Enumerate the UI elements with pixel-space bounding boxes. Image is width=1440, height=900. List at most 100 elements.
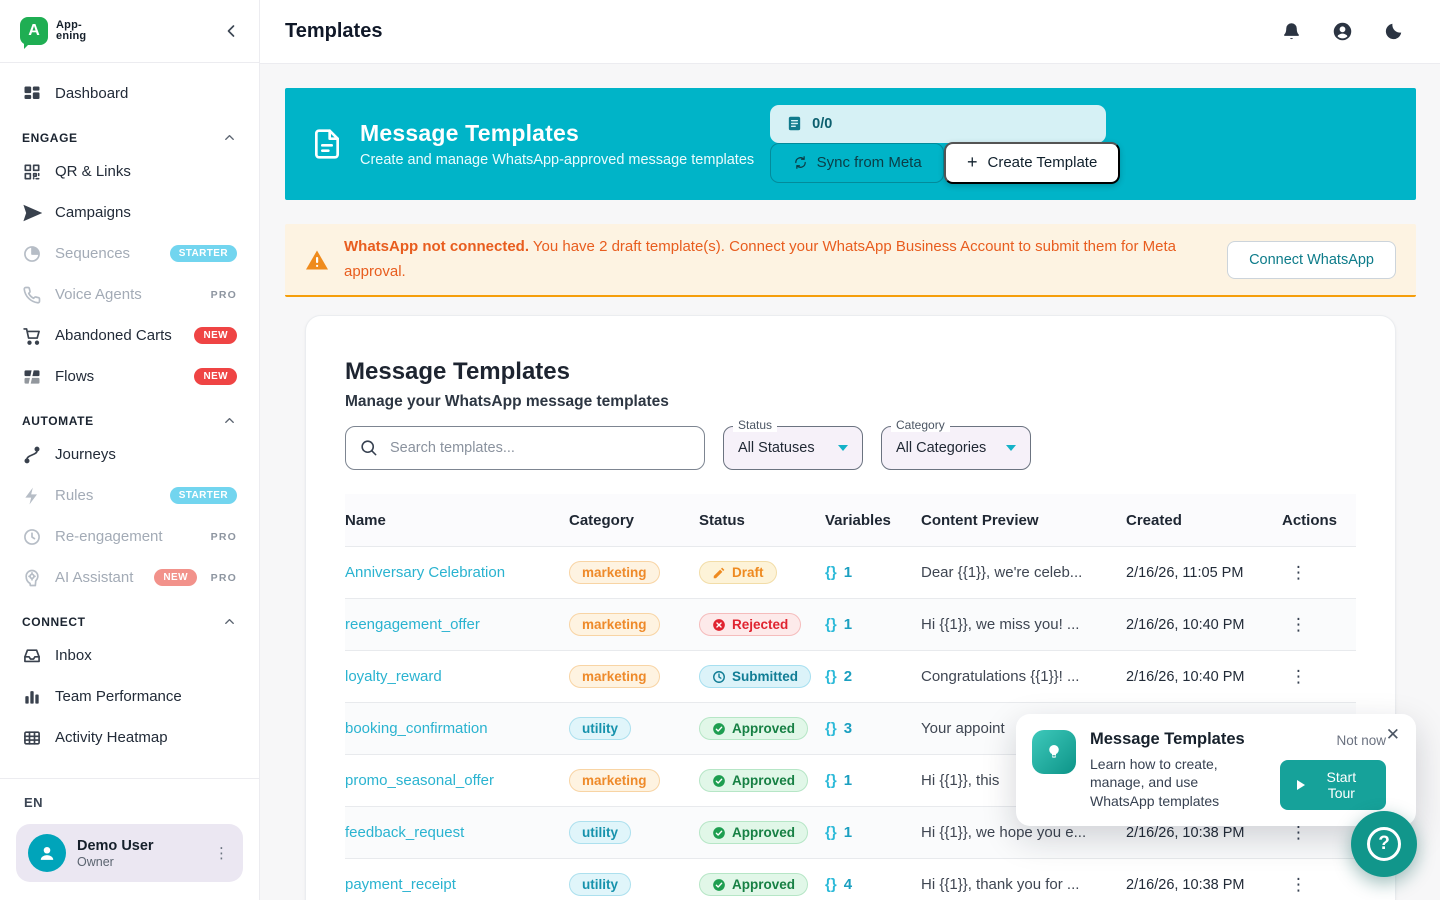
braces-icon: {}	[825, 772, 837, 789]
sidebar-item-journeys[interactable]: Journeys	[14, 434, 245, 475]
row-actions-button[interactable]: ⋮	[1290, 822, 1308, 842]
status-filter-label: Status	[733, 418, 778, 432]
column-header-content-preview: Content Preview	[921, 511, 1039, 529]
cart-icon	[22, 326, 42, 346]
user-menu-button[interactable]: ⋮	[214, 845, 231, 862]
refresh-icon	[793, 155, 808, 170]
warning-banner: WhatsApp not connected. You have 2 draft…	[285, 224, 1416, 297]
user-card[interactable]: Demo User Owner ⋮	[16, 824, 243, 882]
braces-icon: {}	[825, 668, 837, 685]
ai-head-icon	[22, 568, 42, 588]
hero-subtitle: Create and manage WhatsApp-approved mess…	[360, 152, 755, 168]
sidebar-item-campaigns[interactable]: Campaigns	[14, 192, 245, 233]
sidebar-item-ai-assistant[interactable]: AI Assistant NEW PRO	[14, 557, 245, 598]
table-row: promo_seasonal_offer marketing Approved …	[345, 754, 1356, 806]
bolt-icon	[22, 486, 42, 506]
table-row: feedback_request utility Approved {} 1 Hi…	[345, 806, 1356, 858]
template-name-link[interactable]: booking_confirmation	[345, 720, 488, 737]
templates-panel: Message Templates Manage your WhatsApp m…	[305, 315, 1396, 900]
close-icon[interactable]: ✕	[1385, 725, 1400, 744]
help-button[interactable]: ?	[1351, 811, 1417, 877]
bell-icon[interactable]	[1281, 21, 1302, 42]
sidebar-item-team-performance[interactable]: Team Performance	[14, 676, 245, 717]
row-actions-button[interactable]: ⋮	[1290, 562, 1308, 582]
sidebar-item-abandoned-carts[interactable]: Abandoned Carts NEW	[14, 315, 245, 356]
column-header-variables: Variables	[825, 511, 891, 529]
category-badge: utility	[569, 821, 631, 844]
sidebar-section-engage[interactable]: ENGAGE	[22, 130, 237, 145]
template-name-link[interactable]: loyalty_reward	[345, 668, 442, 685]
lightbulb-icon	[1032, 730, 1076, 774]
created-date: 2/16/26, 10:40 PM	[1126, 668, 1245, 685]
sidebar-item-qr-links[interactable]: QR & Links	[14, 151, 245, 192]
warning-text: You have 2 draft template(s). Connect yo…	[344, 238, 1176, 280]
not-now-button[interactable]: Not now	[1336, 733, 1386, 748]
sync-from-meta-button[interactable]: Sync from Meta	[770, 142, 945, 183]
section-label: ENGAGE	[22, 130, 78, 145]
column-header-status: Status	[699, 511, 745, 529]
doc-badge-icon	[786, 115, 803, 132]
column-header-category: Category	[569, 511, 635, 529]
content: Message Templates Create and manage What…	[260, 64, 1440, 900]
sidebar-collapse-button[interactable]	[221, 21, 241, 41]
status-badge: Submitted	[699, 665, 811, 688]
check-circle-icon	[712, 774, 726, 788]
category-badge: utility	[569, 873, 631, 896]
table-row: reengagement_offer marketing Rejected {}…	[345, 598, 1356, 650]
template-name-link[interactable]: Anniversary Celebration	[345, 564, 506, 581]
sidebar-item-dashboard[interactable]: Dashboard	[14, 73, 245, 114]
template-name-link[interactable]: payment_receipt	[345, 876, 456, 893]
content-preview: Hi {{1}}, we miss you! ...	[921, 616, 1080, 633]
section-items: Journeys Rules STARTER Re-engagement PRO…	[14, 434, 245, 598]
table-header-row: Name Category Status Variables Content Previ…	[345, 494, 1356, 546]
content-preview: Your appoint	[921, 720, 1005, 737]
chevron-down-icon	[838, 445, 848, 451]
connect-whatsapp-button[interactable]: Connect WhatsApp	[1227, 240, 1396, 279]
templates-table: Name Category Status Variables Content Previ…	[345, 494, 1356, 900]
column-header-name: Name	[345, 511, 386, 529]
category-filter-label: Category	[891, 418, 950, 432]
category-filter-select[interactable]: Category All Categories	[881, 418, 1031, 470]
sidebar-item-inbox[interactable]: Inbox	[14, 635, 245, 676]
status-filter-select[interactable]: Status All Statuses	[723, 418, 863, 470]
sidebar-item-re-engagement[interactable]: Re-engagement PRO	[14, 516, 245, 557]
status-badge: Rejected	[699, 613, 802, 636]
column-header-created: Created	[1126, 511, 1182, 529]
template-name-link[interactable]: feedback_request	[345, 824, 465, 841]
start-tour-button[interactable]: Start Tour	[1279, 760, 1386, 810]
chevron-up-icon	[222, 130, 237, 145]
row-actions-button[interactable]: ⋮	[1290, 874, 1308, 894]
sidebar-item-flows[interactable]: Flows NEW	[14, 356, 245, 397]
category-badge: marketing	[569, 613, 660, 636]
create-template-button[interactable]: + Create Template	[944, 141, 1121, 184]
created-date: 2/16/26, 10:40 PM	[1126, 616, 1245, 633]
created-date: 2/16/26, 10:38 PM	[1126, 876, 1245, 893]
sidebar-item-activity-heatmap[interactable]: Activity Heatmap	[14, 717, 245, 758]
category-badge: utility	[569, 717, 631, 740]
sidebar-section-connect[interactable]: CONNECT	[22, 614, 237, 629]
chevron-up-icon	[222, 614, 237, 629]
search-input[interactable]	[345, 426, 705, 470]
sidebar-badge: NEW	[194, 368, 237, 385]
user-role: Owner	[77, 854, 114, 869]
sidebar-item-sequences[interactable]: Sequences STARTER	[14, 233, 245, 274]
hero-title: Message Templates	[360, 120, 580, 146]
moon-icon[interactable]	[1383, 21, 1404, 42]
sidebar-item-voice-agents[interactable]: Voice Agents PRO	[14, 274, 245, 315]
sidebar-item-rules[interactable]: Rules STARTER	[14, 475, 245, 516]
dashboard-icon	[22, 84, 42, 104]
template-name-link[interactable]: reengagement_offer	[345, 616, 480, 633]
sidebar-badge: STARTER	[169, 487, 237, 504]
user-circle-icon[interactable]	[1332, 21, 1353, 42]
template-name-link[interactable]: promo_seasonal_offer	[345, 772, 494, 789]
x-circle-icon	[712, 618, 726, 632]
status-badge: Approved	[699, 717, 809, 740]
row-actions-button[interactable]: ⋮	[1290, 666, 1308, 686]
table-row: payment_receipt utility Approved {} 4 Hi …	[345, 858, 1356, 900]
content-preview: Congratulations {{1}}! ...	[921, 668, 1080, 685]
row-actions-button[interactable]: ⋮	[1290, 614, 1308, 634]
sidebar-section-automate[interactable]: AUTOMATE	[22, 413, 237, 428]
sidebar-header: A App- ening	[0, 0, 259, 63]
language-selector[interactable]: EN	[24, 795, 44, 810]
